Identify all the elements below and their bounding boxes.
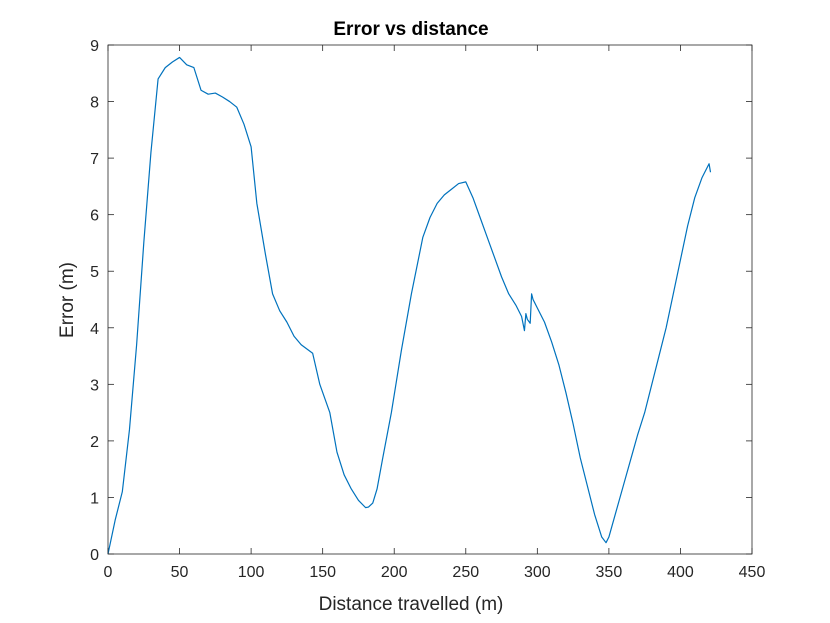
x-tick-label: 350 — [596, 564, 623, 581]
x-tick-label: 150 — [309, 564, 336, 581]
plot-box — [107, 44, 753, 555]
plot-area — [108, 45, 752, 554]
error-series-line — [107, 56, 712, 555]
x-tick-label: 250 — [452, 564, 479, 581]
x-tick-label: 200 — [381, 564, 408, 581]
y-tick-label: 5 — [90, 264, 99, 281]
y-axis-label: Error (m) — [57, 262, 78, 338]
axis-ticks: 0 50 100 150 200 250 300 350 400 450 0 1 2 3 4 5 6 7 8 9 — [90, 38, 765, 581]
x-tick-label: 0 — [104, 564, 113, 581]
y-tick-label: 3 — [90, 377, 99, 394]
x-tick-label: 50 — [171, 564, 189, 581]
y-tick-label: 2 — [90, 434, 99, 451]
chart-title: Error vs distance — [333, 19, 488, 40]
y-tick-label: 4 — [90, 321, 99, 338]
y-tick-label: 1 — [90, 490, 99, 507]
x-axis-label: Distance travelled (m) — [319, 594, 504, 615]
y-tick-label: 0 — [90, 547, 99, 564]
y-tick-label: 9 — [90, 38, 99, 55]
x-tick-label: 450 — [739, 564, 766, 581]
y-tick-label: 6 — [90, 208, 99, 225]
x-tick-label: 400 — [667, 564, 694, 581]
x-tick-label: 100 — [238, 564, 265, 581]
y-tick-label: 8 — [90, 95, 99, 112]
x-tick-label: 300 — [524, 564, 551, 581]
y-tick-label: 7 — [90, 151, 99, 168]
